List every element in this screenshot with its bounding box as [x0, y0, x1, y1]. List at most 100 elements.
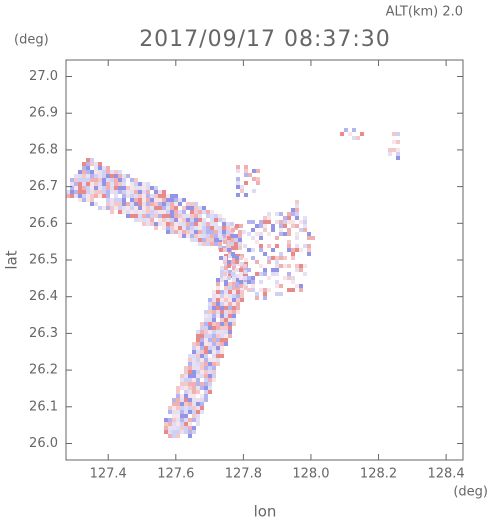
echo-cell	[186, 226, 190, 230]
echo-cell	[204, 386, 208, 390]
echo-cell	[178, 198, 182, 202]
echo-cell	[94, 174, 98, 178]
echo-cell	[259, 248, 263, 252]
echo-cell	[210, 222, 214, 226]
echo-cell	[224, 306, 228, 310]
echo-cell	[279, 292, 283, 296]
echo-cell	[216, 358, 220, 362]
echo-cell	[287, 276, 291, 280]
echo-cell	[198, 206, 202, 210]
echo-cell	[198, 214, 202, 218]
echo-cell	[82, 170, 86, 174]
echo-cell	[82, 190, 86, 194]
echo-cell	[208, 306, 212, 310]
echo-cell	[224, 290, 228, 294]
echo-cell	[192, 358, 196, 362]
echo-cell	[168, 434, 172, 438]
echo-cell	[287, 264, 291, 268]
echo-cell	[122, 174, 126, 178]
echo-cell	[206, 210, 210, 214]
echo-cell	[240, 290, 244, 294]
y-axis-title: lat	[3, 250, 21, 269]
echo-cell	[220, 318, 224, 322]
echo-cell	[134, 178, 138, 182]
echo-cell	[212, 318, 216, 322]
echo-cell	[74, 178, 78, 182]
echo-cell	[208, 338, 212, 342]
echo-cell	[218, 242, 222, 246]
echo-cell	[192, 374, 196, 378]
echo-cell	[158, 202, 162, 206]
echo-cell	[134, 194, 138, 198]
echo-cell	[228, 306, 232, 310]
echo-cell	[194, 206, 198, 210]
echo-cell	[78, 190, 82, 194]
echo-cell	[303, 272, 307, 276]
echo-cell	[295, 216, 299, 220]
echo-cell	[94, 170, 98, 174]
echo-cell	[182, 218, 186, 222]
echo-cell	[212, 326, 216, 330]
echo-cell	[216, 278, 220, 282]
echo-cell	[194, 210, 198, 214]
echo-cell	[220, 274, 224, 278]
echo-cell	[102, 166, 106, 170]
echo-cell	[220, 278, 224, 282]
echo-cell	[98, 178, 102, 182]
echo-cell	[210, 238, 214, 242]
echo-cell	[192, 342, 196, 346]
echo-cell	[275, 212, 279, 216]
echo-cell	[106, 170, 110, 174]
echo-cell	[202, 238, 206, 242]
echo-cell	[150, 210, 154, 214]
echo-cell	[232, 322, 236, 326]
echo-cell	[178, 222, 182, 226]
echo-cell	[196, 406, 200, 410]
echo-cell	[235, 256, 239, 260]
echo-cell	[216, 286, 220, 290]
echo-cell	[166, 214, 170, 218]
echo-cell	[228, 318, 232, 322]
echo-cell	[216, 306, 220, 310]
echo-cell	[212, 298, 216, 302]
echo-cell	[228, 334, 232, 338]
echo-cell	[220, 290, 224, 294]
echo-cell	[234, 238, 238, 242]
echo-cell	[222, 230, 226, 234]
echo-cell	[299, 268, 303, 272]
echo-cell	[208, 386, 212, 390]
echo-cell	[216, 294, 220, 298]
echo-cell	[238, 238, 242, 242]
echo-cell	[166, 210, 170, 214]
echo-cell	[236, 185, 240, 189]
echo-cell	[198, 218, 202, 222]
echo-cell	[291, 208, 295, 212]
echo-cell	[271, 228, 275, 232]
echo-cell	[186, 230, 190, 234]
echo-cell	[192, 430, 196, 434]
echo-cell	[212, 338, 216, 342]
echo-cell	[212, 354, 216, 358]
echo-cell	[170, 194, 174, 198]
echo-cell	[150, 202, 154, 206]
echo-cell	[174, 210, 178, 214]
echo-cell	[122, 202, 126, 206]
echo-cell	[228, 314, 232, 318]
echo-cell	[202, 242, 206, 246]
echo-cell	[126, 190, 130, 194]
echo-cell	[216, 338, 220, 342]
echo-cell	[218, 230, 222, 234]
chart-title: 2017/09/17 08:37:30	[139, 27, 391, 52]
echo-cell	[287, 232, 291, 236]
echo-cell	[130, 182, 134, 186]
echo-cell	[90, 182, 94, 186]
echo-cell	[162, 218, 166, 222]
echo-cell	[230, 238, 234, 242]
echo-cell	[200, 326, 204, 330]
echo-cell	[130, 198, 134, 202]
echo-cell	[267, 260, 271, 264]
echo-cell	[78, 198, 82, 202]
echo-cell	[122, 194, 126, 198]
echo-cell	[271, 248, 275, 252]
echo-cell	[212, 370, 216, 374]
